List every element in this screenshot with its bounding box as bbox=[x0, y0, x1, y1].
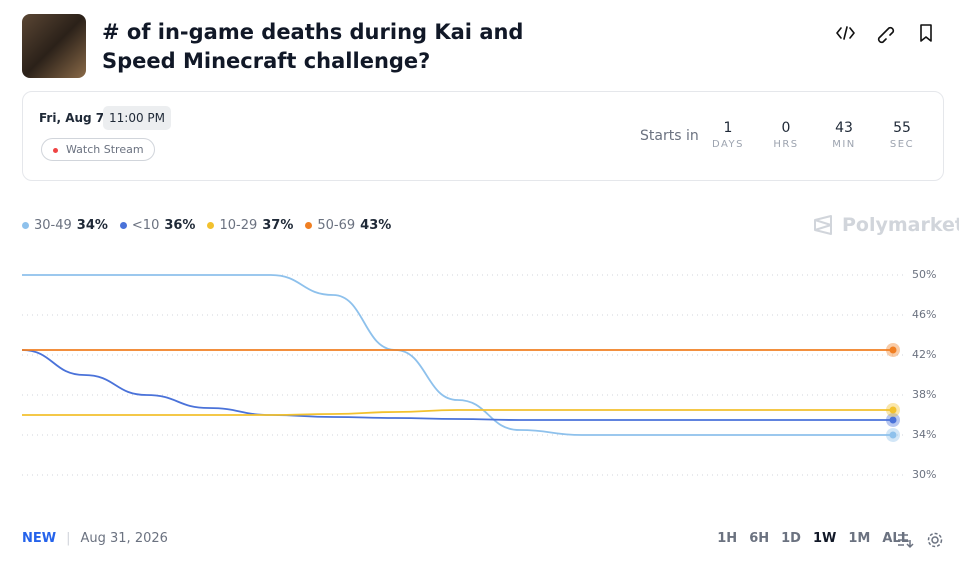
countdown-value: 43 bbox=[835, 120, 853, 136]
series-line bbox=[22, 274, 893, 436]
y-tick-label: 38% bbox=[912, 388, 936, 401]
end-dot bbox=[889, 431, 897, 439]
event-card: Fri, Aug 7 11:00 PM Watch Stream Starts … bbox=[22, 91, 944, 181]
event-date: Fri, Aug 7 bbox=[39, 111, 105, 125]
separator: | bbox=[66, 531, 71, 546]
countdown-value: 0 bbox=[781, 120, 791, 136]
range-button[interactable]: 1M bbox=[848, 531, 871, 546]
range-selector: 1H 6H 1D 1W 1M ALL bbox=[717, 531, 909, 546]
legend-dot bbox=[305, 222, 313, 229]
legend-name: 50-69 bbox=[317, 218, 356, 233]
new-badge: NEW bbox=[22, 531, 57, 546]
countdown-item: 55 SEC bbox=[877, 120, 927, 150]
starts-label: Starts in bbox=[640, 128, 699, 144]
footer-info: NEW | Aug 31, 2026 bbox=[22, 531, 168, 546]
legend-item: 30-49 34% bbox=[22, 218, 108, 233]
chart: 30% 34% 38% 42% 46% 50% bbox=[21, 268, 936, 481]
legend-value: 34% bbox=[76, 218, 108, 233]
legend-item: 50-69 43% bbox=[305, 218, 391, 233]
countdown-unit: DAYS bbox=[711, 139, 745, 150]
range-button[interactable]: 6H bbox=[749, 531, 770, 546]
brand-name: Polymarket bbox=[842, 214, 959, 236]
legend-item: 10-29 37% bbox=[207, 218, 293, 233]
series-line bbox=[22, 409, 893, 416]
chart-controls[interactable] bbox=[896, 531, 946, 549]
end-dot bbox=[889, 346, 897, 354]
legend-dot bbox=[119, 222, 127, 229]
countdown-unit: MIN bbox=[832, 139, 856, 150]
legend-value: 43% bbox=[360, 218, 392, 233]
y-tick-label: 34% bbox=[912, 428, 936, 441]
countdown-item: 0 HRS bbox=[761, 120, 811, 150]
legend-dot bbox=[207, 222, 215, 229]
y-tick-label: 42% bbox=[912, 348, 936, 361]
range-button[interactable]: 1H bbox=[717, 531, 738, 546]
legend-name: 10-29 bbox=[219, 218, 258, 233]
range-button[interactable]: 1W bbox=[812, 531, 837, 546]
countdown-value: 55 bbox=[893, 120, 911, 136]
legend-value: 37% bbox=[262, 218, 294, 233]
countdown-item: 1 DAYS bbox=[703, 120, 753, 150]
legend-name: <10 bbox=[131, 218, 160, 233]
countdown-value: 1 bbox=[723, 120, 733, 136]
series-line bbox=[21, 349, 893, 421]
countdown-item: 43 MIN bbox=[819, 120, 869, 150]
y-tick-label: 30% bbox=[912, 468, 936, 481]
thumbnail bbox=[22, 14, 86, 78]
range-button[interactable]: 1D bbox=[781, 531, 801, 546]
end-date: Aug 31, 2026 bbox=[80, 531, 168, 546]
legend-name: 30-49 bbox=[34, 218, 72, 233]
legend-item: <10 36% bbox=[119, 218, 196, 233]
brand-logo bbox=[814, 215, 832, 235]
legend-dot bbox=[22, 222, 29, 229]
legend-value: 36% bbox=[164, 218, 196, 233]
brand: Polymarket bbox=[812, 214, 959, 236]
event-time: 11:00 PM bbox=[103, 106, 171, 130]
end-dot bbox=[889, 406, 897, 414]
watch-stream-button[interactable]: Watch Stream bbox=[41, 138, 155, 161]
legend: 30-49 34% <10 36% 10-29 37% 50-69 43% bbox=[22, 218, 391, 233]
header-icons[interactable] bbox=[836, 22, 946, 44]
market-title: # of in-game deaths during Kai and Speed… bbox=[102, 20, 524, 73]
y-tick-label: 46% bbox=[912, 308, 936, 321]
countdown-unit: HRS bbox=[773, 139, 799, 150]
y-tick-label: 50% bbox=[912, 268, 936, 281]
end-dot bbox=[889, 416, 897, 424]
countdown-unit: SEC bbox=[889, 139, 915, 150]
